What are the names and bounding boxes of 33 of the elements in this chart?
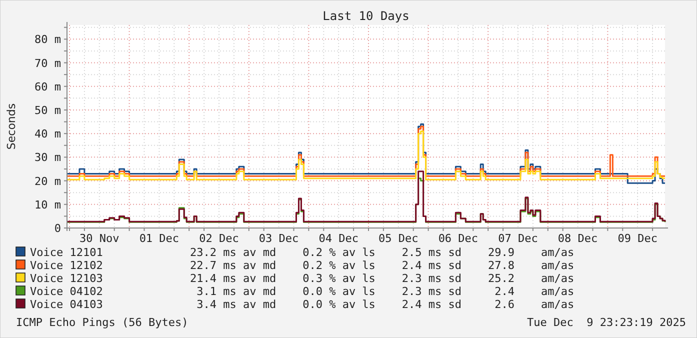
y-tick-label: 50 m	[34, 104, 62, 117]
x-tick-label: 03 Dec	[258, 232, 299, 245]
chart-title: Last 10 Days	[322, 9, 410, 23]
legend-label: Voice 12103	[30, 272, 103, 285]
text: 23.2 ms av md 0.2 % av ls 2.5 ms sd 29.9 am/as	[190, 246, 574, 259]
y-tick-label: 60 m	[34, 80, 62, 94]
text: 3.4 ms av md 0.0 % av ls 2.4 ms sd 2.6 am/as	[190, 298, 574, 311]
x-tick-label: 02 Dec	[199, 232, 239, 245]
y-tick-label: 30 m	[34, 151, 62, 164]
legend-label: Voice 04102	[30, 285, 103, 298]
text: 22.7 ms av md 0.2 % av ls 2.4 ms sd 27.8 am/as	[190, 259, 574, 272]
text: Tue Dec 9 23:23:19 2025	[527, 316, 686, 329]
x-tick-label: 09 Dec	[618, 232, 658, 245]
y-tick-label: 10 m	[34, 198, 62, 212]
y-axis-title: Seconds	[5, 103, 18, 150]
x-tick-label: 04 Dec	[318, 232, 358, 245]
legend-label: Voice 04103	[30, 298, 103, 311]
legend-label: Voice 12101	[30, 246, 103, 259]
x-tick-label: 07 Dec	[498, 232, 538, 245]
y-tick-label: 0	[54, 222, 61, 235]
x-tick-label: 06 Dec	[438, 232, 478, 245]
y-tick-label: 20 m	[34, 174, 62, 188]
text: 21.4 ms av md 0.3 % av ls 2.3 ms sd 25.2 am/as	[190, 272, 574, 285]
y-tick-label: 80 m	[34, 33, 62, 46]
x-tick-label: 08 Dec	[558, 232, 598, 245]
legend-label: Voice 12102	[30, 259, 103, 272]
x-tick-label: 01 Dec	[139, 232, 180, 245]
y-tick-label: 70 m	[34, 56, 62, 70]
x-tick-label: 30 Nov	[80, 232, 120, 245]
y-tick-label: 40 m	[34, 128, 62, 141]
text: ICMP Echo Pings (56 Bytes)	[16, 316, 188, 329]
x-tick-label: 05 Dec	[378, 232, 418, 245]
text: 3.1 ms av md 0.0 % av ls 2.3 ms sd 2.4 am/as	[190, 285, 574, 298]
